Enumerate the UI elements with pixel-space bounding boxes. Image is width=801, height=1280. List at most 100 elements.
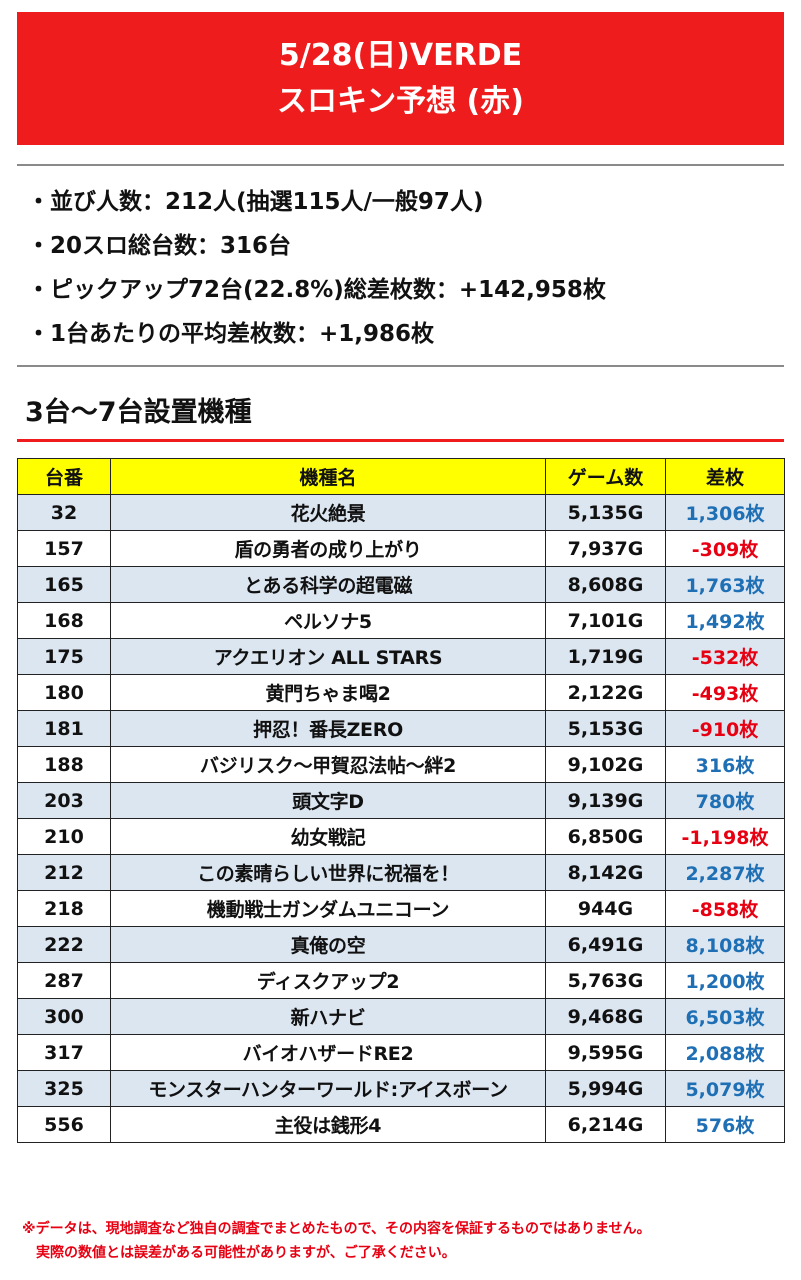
cell-number: 556 <box>17 1106 111 1143</box>
cell-machine-name: ディスクアップ2 <box>110 962 546 999</box>
cell-machine-name: 新ハナビ <box>110 998 546 1035</box>
cell-number: 218 <box>17 890 111 927</box>
cell-number: 212 <box>17 854 111 891</box>
cell-games: 6,214G <box>545 1106 666 1143</box>
cell-number: 188 <box>17 746 111 783</box>
cell-games: 1,719G <box>545 638 666 675</box>
cell-number: 180 <box>17 674 111 711</box>
table-row: 32 花火絶景 5,135G 1,306枚 <box>17 494 785 531</box>
cell-machine-name: バジリスク～甲賀忍法帖～絆2 <box>110 746 546 783</box>
cell-games: 944G <box>545 890 666 927</box>
cell-diff: 316枚 <box>665 746 785 783</box>
table-row: 175 アクエリオン ALL STARS 1,719G -532枚 <box>17 638 785 675</box>
cell-diff: -858枚 <box>665 890 785 927</box>
cell-number: 175 <box>17 638 111 675</box>
cell-games: 5,153G <box>545 710 666 747</box>
stat-average: ・1台あたりの平均差枚数：+1,986枚 <box>27 321 435 347</box>
cell-games: 7,937G <box>545 530 666 567</box>
cell-diff: 576枚 <box>665 1106 785 1143</box>
section-underline <box>17 439 784 442</box>
stat-total-machines: ・20スロ総台数：316台 <box>27 233 292 259</box>
table-row: 300 新ハナビ 9,468G 6,503枚 <box>17 998 785 1035</box>
table-row: 317 バイオハザードRE2 9,595G 2,088枚 <box>17 1034 785 1071</box>
table-row: 210 幼女戦記 6,850G -1,198枚 <box>17 818 785 855</box>
cell-machine-name: 真俺の空 <box>110 926 546 963</box>
cell-number: 168 <box>17 602 111 639</box>
header-number: 台番 <box>17 458 111 495</box>
cell-machine-name: 機動戦士ガンダムユニコーン <box>110 890 546 927</box>
cell-number: 203 <box>17 782 111 819</box>
cell-machine-name: モンスターハンターワールド:アイスボーン <box>110 1070 546 1107</box>
cell-games: 9,468G <box>545 998 666 1035</box>
table-row: 188 バジリスク～甲賀忍法帖～絆2 9,102G 316枚 <box>17 746 785 783</box>
cell-number: 210 <box>17 818 111 855</box>
divider-top <box>17 164 784 166</box>
cell-diff: 1,200枚 <box>665 962 785 999</box>
cell-diff: 2,287枚 <box>665 854 785 891</box>
cell-diff: 1,492枚 <box>665 602 785 639</box>
cell-number: 300 <box>17 998 111 1035</box>
cell-machine-name: 幼女戦記 <box>110 818 546 855</box>
cell-number: 325 <box>17 1070 111 1107</box>
cell-diff: -309枚 <box>665 530 785 567</box>
cell-machine-name: 押忍！番長ZERO <box>110 710 546 747</box>
cell-games: 5,135G <box>545 494 666 531</box>
table-row: 212 この素晴らしい世界に祝福を！ 8,142G 2,287枚 <box>17 854 785 891</box>
table-row: 556 主役は銭形4 6,214G 576枚 <box>17 1106 785 1143</box>
cell-machine-name: とある科学の超電磁 <box>110 566 546 603</box>
stat-pickup: ・ピックアップ72台(22.8%)総差枚数：+142,958枚 <box>27 277 606 303</box>
cell-machine-name: 花火絶景 <box>110 494 546 531</box>
cell-games: 8,608G <box>545 566 666 603</box>
title-line-1: 5/28(日)VERDE <box>278 37 523 73</box>
cell-machine-name: この素晴らしい世界に祝福を！ <box>110 854 546 891</box>
cell-number: 32 <box>17 494 111 531</box>
cell-number: 165 <box>17 566 111 603</box>
stats-list: ・並び人数：212人(抽選115人/一般97人) ・20スロ総台数：316台 ・… <box>27 180 777 356</box>
title-line-2: スロキン予想 (赤) <box>277 83 524 119</box>
table-row: 222 真俺の空 6,491G 8,108枚 <box>17 926 785 963</box>
section-title: 3台～7台設置機種 <box>25 397 252 428</box>
cell-games: 9,595G <box>545 1034 666 1071</box>
stat-queue: ・並び人数：212人(抽選115人/一般97人) <box>27 189 484 215</box>
cell-diff: 1,306枚 <box>665 494 785 531</box>
cell-machine-name: 頭文字D <box>110 782 546 819</box>
cell-diff: 5,079枚 <box>665 1070 785 1107</box>
cell-machine-name: 盾の勇者の成り上がり <box>110 530 546 567</box>
cell-games: 5,763G <box>545 962 666 999</box>
table-row: 325 モンスターハンターワールド:アイスボーン 5,994G 5,079枚 <box>17 1070 785 1107</box>
cell-machine-name: 主役は銭形4 <box>110 1106 546 1143</box>
table-row: 218 機動戦士ガンダムユニコーン 944G -858枚 <box>17 890 785 927</box>
cell-diff: 1,763枚 <box>665 566 785 603</box>
table-row: 287 ディスクアップ2 5,763G 1,200枚 <box>17 962 785 999</box>
cell-games: 2,122G <box>545 674 666 711</box>
cell-diff: -1,198枚 <box>665 818 785 855</box>
cell-games: 8,142G <box>545 854 666 891</box>
cell-number: 317 <box>17 1034 111 1071</box>
cell-number: 222 <box>17 926 111 963</box>
table-row: 180 黄門ちゃま喝2 2,122G -493枚 <box>17 674 785 711</box>
table-row: 168 ペルソナ5 7,101G 1,492枚 <box>17 602 785 639</box>
cell-games: 7,101G <box>545 602 666 639</box>
cell-games: 9,102G <box>545 746 666 783</box>
header-machine-name: 機種名 <box>110 458 546 495</box>
table-row: 203 頭文字D 9,139G 780枚 <box>17 782 785 819</box>
header-games: ゲーム数 <box>545 458 666 495</box>
cell-number: 181 <box>17 710 111 747</box>
cell-diff: -493枚 <box>665 674 785 711</box>
machine-table: 台番 機種名 ゲーム数 差枚 32 花火絶景 5,135G 1,306枚 157 盾の勇者… <box>17 458 785 1143</box>
cell-machine-name: ペルソナ5 <box>110 602 546 639</box>
table-row: 181 押忍！番長ZERO 5,153G -910枚 <box>17 710 785 747</box>
cell-games: 5,994G <box>545 1070 666 1107</box>
table-row: 165 とある科学の超電磁 8,608G 1,763枚 <box>17 566 785 603</box>
cell-number: 287 <box>17 962 111 999</box>
disclaimer-line-2: 実際の数値とは誤差がある可能性がありますが、ご了承ください。 <box>22 1245 456 1261</box>
cell-games: 6,491G <box>545 926 666 963</box>
cell-diff: -910枚 <box>665 710 785 747</box>
disclaimer-line-1: ※データは、現地調査など独自の調査でまとめたもので、その内容を保証するものではあ… <box>22 1221 651 1237</box>
cell-machine-name: 黄門ちゃま喝2 <box>110 674 546 711</box>
cell-machine-name: バイオハザードRE2 <box>110 1034 546 1071</box>
cell-number: 157 <box>17 530 111 567</box>
cell-games: 6,850G <box>545 818 666 855</box>
cell-diff: -532枚 <box>665 638 785 675</box>
header-diff: 差枚 <box>665 458 785 495</box>
